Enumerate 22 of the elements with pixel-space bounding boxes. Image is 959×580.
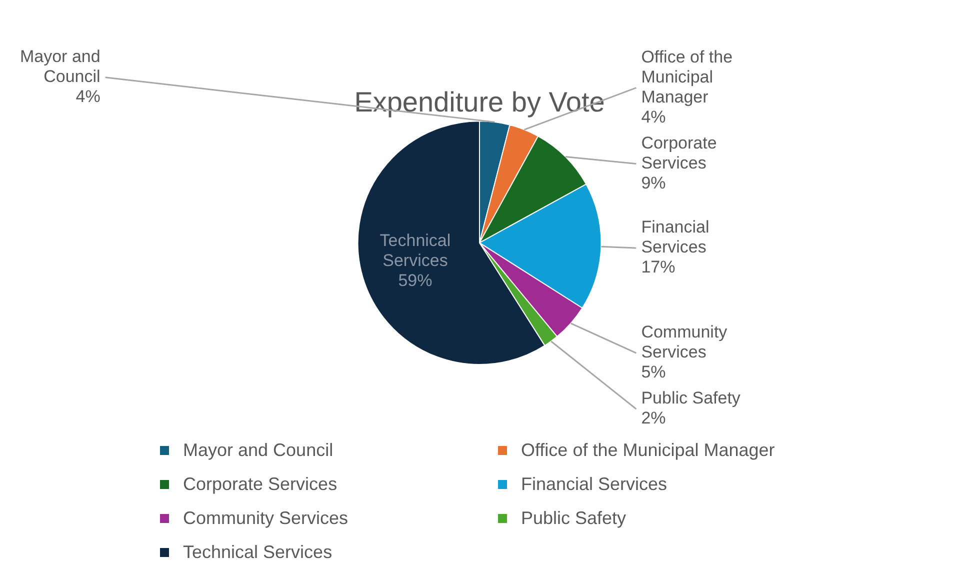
data-label: 9% — [641, 173, 666, 192]
slice-label: Technical Services — [380, 231, 451, 270]
data-label: 4% — [76, 87, 100, 106]
slice-label: Mayor and Council — [20, 47, 100, 86]
legend-label: Mayor and Council — [183, 440, 334, 461]
slice-label: Financial Services — [641, 218, 710, 257]
legend-label: Corporate Services — [183, 474, 338, 495]
data-label: 5% — [641, 362, 666, 382]
legend-label: Technical Services — [183, 542, 332, 563]
legend-label: Office of the Municipal Manager — [521, 440, 775, 461]
slice-label: Public Safety — [641, 388, 741, 408]
legend-label: Community Services — [183, 508, 348, 529]
slice-label: Office of the Municipal Manager — [641, 47, 733, 106]
slice-label: Corporate Services — [641, 133, 717, 172]
data-label: 2% — [641, 408, 666, 428]
legend-label: Financial Services — [521, 474, 668, 495]
data-label: 4% — [641, 107, 666, 126]
slice-label: Community Services — [641, 322, 728, 362]
legend-label: Public Safety — [521, 508, 626, 529]
data-label: 59% — [398, 271, 432, 290]
text: Expenditure by Vote — [354, 86, 605, 118]
data-label: 17% — [641, 258, 676, 277]
